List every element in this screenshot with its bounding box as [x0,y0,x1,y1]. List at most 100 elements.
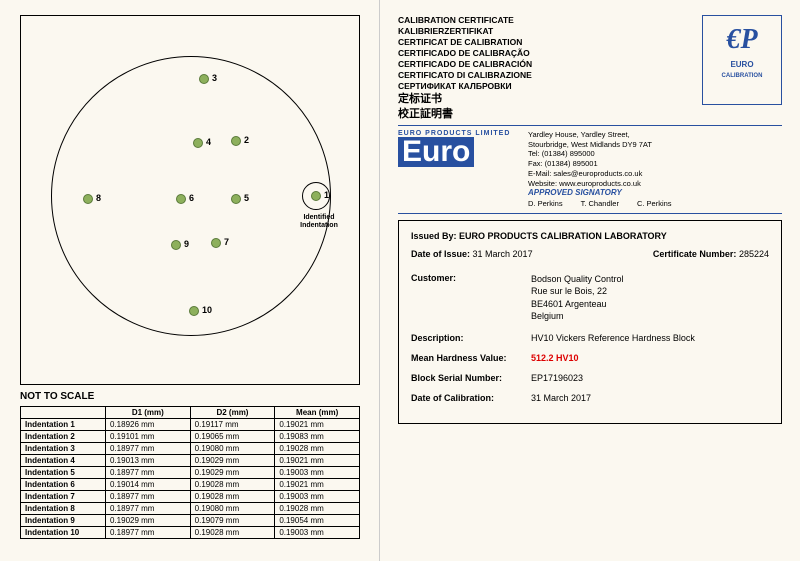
table-cell: 0.18977 mm [106,527,191,539]
addr1: Yardley House, Yardley Street, [528,130,782,140]
desc: HV10 Vickers Reference Hardness Block [531,333,695,343]
divider-1 [398,125,782,126]
table-cell: Indentation 1 [21,419,106,431]
indentation-dot-3 [199,74,209,84]
table-cell: 0.19021 mm [275,419,360,431]
dot-label-4: 4 [206,137,211,147]
table-cell: 0.19021 mm [275,455,360,467]
table-cell: Indentation 5 [21,467,106,479]
title-es: CERTIFICADO DE CALIBRACIÓN [398,59,678,70]
table-row: Indentation 100.18977 mm0.19028 mm0.1900… [21,527,360,539]
company-details: Yardley House, Yardley Street, Stourbrid… [528,130,782,209]
indentation-dot-4 [193,138,203,148]
sig2: T. Chandler [581,199,619,209]
table-cell: 0.19079 mm [190,515,275,527]
issued-by: EURO PRODUCTS CALIBRATION LABORATORY [459,231,667,241]
table-cell: Indentation 2 [21,431,106,443]
table-header [21,407,106,419]
table-cell: 0.19029 mm [190,455,275,467]
title-de: KALIBRIERZERTIFIKAT [398,26,678,37]
fax: Fax: (01384) 895001 [528,159,782,169]
addr2: Stourbridge, West Midlands DY9 7AT [528,140,782,150]
dot-label-6: 6 [189,193,194,203]
tel: Tel: (01384) 895000 [528,149,782,159]
dot-label-8: 8 [96,193,101,203]
table-cell: 0.18977 mm [106,503,191,515]
title-zh: 定标证书 [398,92,678,106]
indentation-dot-5 [231,194,241,204]
table-row: Indentation 10.18926 mm0.19117 mm0.19021… [21,419,360,431]
table-cell: 0.19065 mm [190,431,275,443]
date-issue-label: Date of Issue: [411,249,470,259]
cal-date-label: Date of Calibration: [411,393,531,403]
table-header: D2 (mm) [190,407,275,419]
indentation-dot-10 [189,306,199,316]
logo-sub-text: CALIBRATION [703,73,781,79]
cert-no-label: Certificate Number: [653,249,737,259]
table-cell: Indentation 3 [21,443,106,455]
issued-by-label: Issued By: [411,231,457,241]
table-header: Mean (mm) [275,407,360,419]
signatory-names: D. Perkins T. Chandler C. Perkins [528,199,782,209]
cust1: Bodson Quality Control [531,274,624,284]
serial: EP17196023 [531,373,583,383]
table-cell: 0.19101 mm [106,431,191,443]
logo-euro-text: EURO [703,60,781,69]
certificate-titles: CALIBRATION CERTIFICATE KALIBRIERZERTIFI… [398,15,678,121]
table-cell: 0.19028 mm [275,503,360,515]
sig3: C. Perkins [637,199,672,209]
left-page: IdentifiedIndentation 12345678910 NOT TO… [0,0,380,561]
indentation-dot-1 [311,191,321,201]
dot-label-7: 7 [224,237,229,247]
title-pt: CERTIFICADO DE CALIBRAÇÃO [398,48,678,59]
table-cell: 0.18977 mm [106,467,191,479]
table-cell: Indentation 4 [21,455,106,467]
table-cell: 0.18977 mm [106,491,191,503]
table-row: Indentation 90.19029 mm0.19079 mm0.19054… [21,515,360,527]
table-row: Indentation 70.18977 mm0.19028 mm0.19003… [21,491,360,503]
cust2: Rue sur le Bois, 22 [531,286,607,296]
logo-ep-icon: €P [703,24,781,56]
cal-date: 31 March 2017 [531,393,591,403]
certificate-details-box: Issued By: EURO PRODUCTS CALIBRATION LAB… [398,220,782,424]
mean-value: 512.2 HV10 [531,353,579,363]
table-row: Indentation 60.19014 mm0.19028 mm0.19021… [21,479,360,491]
indentation-diagram: IdentifiedIndentation 12345678910 [20,15,360,385]
euro-brand-text: Euro [398,137,474,167]
title-fr: CERTIFICAT DE CALIBRATION [398,37,678,48]
euro-brand-logo: EURO PRODUCTS LIMITED Euro [398,130,518,167]
table-cell: 0.19054 mm [275,515,360,527]
divider-2 [398,213,782,214]
web: Website: www.europroducts.co.uk [528,179,782,189]
table-cell: Indentation 6 [21,479,106,491]
table-cell: 0.19029 mm [106,515,191,527]
dot-label-9: 9 [184,239,189,249]
table-header: D1 (mm) [106,407,191,419]
cust3: BE4601 Argenteau [531,299,607,309]
title-en: CALIBRATION CERTIFICATE [398,15,678,26]
table-cell: 0.19028 mm [190,491,275,503]
sig1: D. Perkins [528,199,563,209]
indentation-dot-2 [231,136,241,146]
table-cell: 0.19083 mm [275,431,360,443]
title-ja: 校正証明書 [398,107,678,121]
cert-no: 285224 [739,249,769,259]
table-cell: 0.19013 mm [106,455,191,467]
table-row: Indentation 40.19013 mm0.19029 mm0.19021… [21,455,360,467]
desc-label: Description: [411,333,531,343]
indentation-dot-9 [171,240,181,250]
date-issue: 31 March 2017 [473,249,533,259]
table-cell: Indentation 8 [21,503,106,515]
table-cell: 0.19080 mm [190,503,275,515]
indentation-dot-6 [176,194,186,204]
table-cell: 0.19028 mm [275,443,360,455]
company-info-row: EURO PRODUCTS LIMITED Euro Yardley House… [398,130,782,209]
table-cell: 0.19080 mm [190,443,275,455]
measurements-table: D1 (mm)D2 (mm)Mean (mm) Indentation 10.1… [20,406,360,539]
table-row: Indentation 50.18977 mm0.19029 mm0.19003… [21,467,360,479]
identified-label: IdentifiedIndentation [299,214,339,229]
euro-calibration-logo: €P EURO CALIBRATION [702,15,782,105]
table-row: Indentation 30.18977 mm0.19080 mm0.19028… [21,443,360,455]
table-cell: 0.19117 mm [190,419,275,431]
dot-label-10: 10 [202,305,212,315]
